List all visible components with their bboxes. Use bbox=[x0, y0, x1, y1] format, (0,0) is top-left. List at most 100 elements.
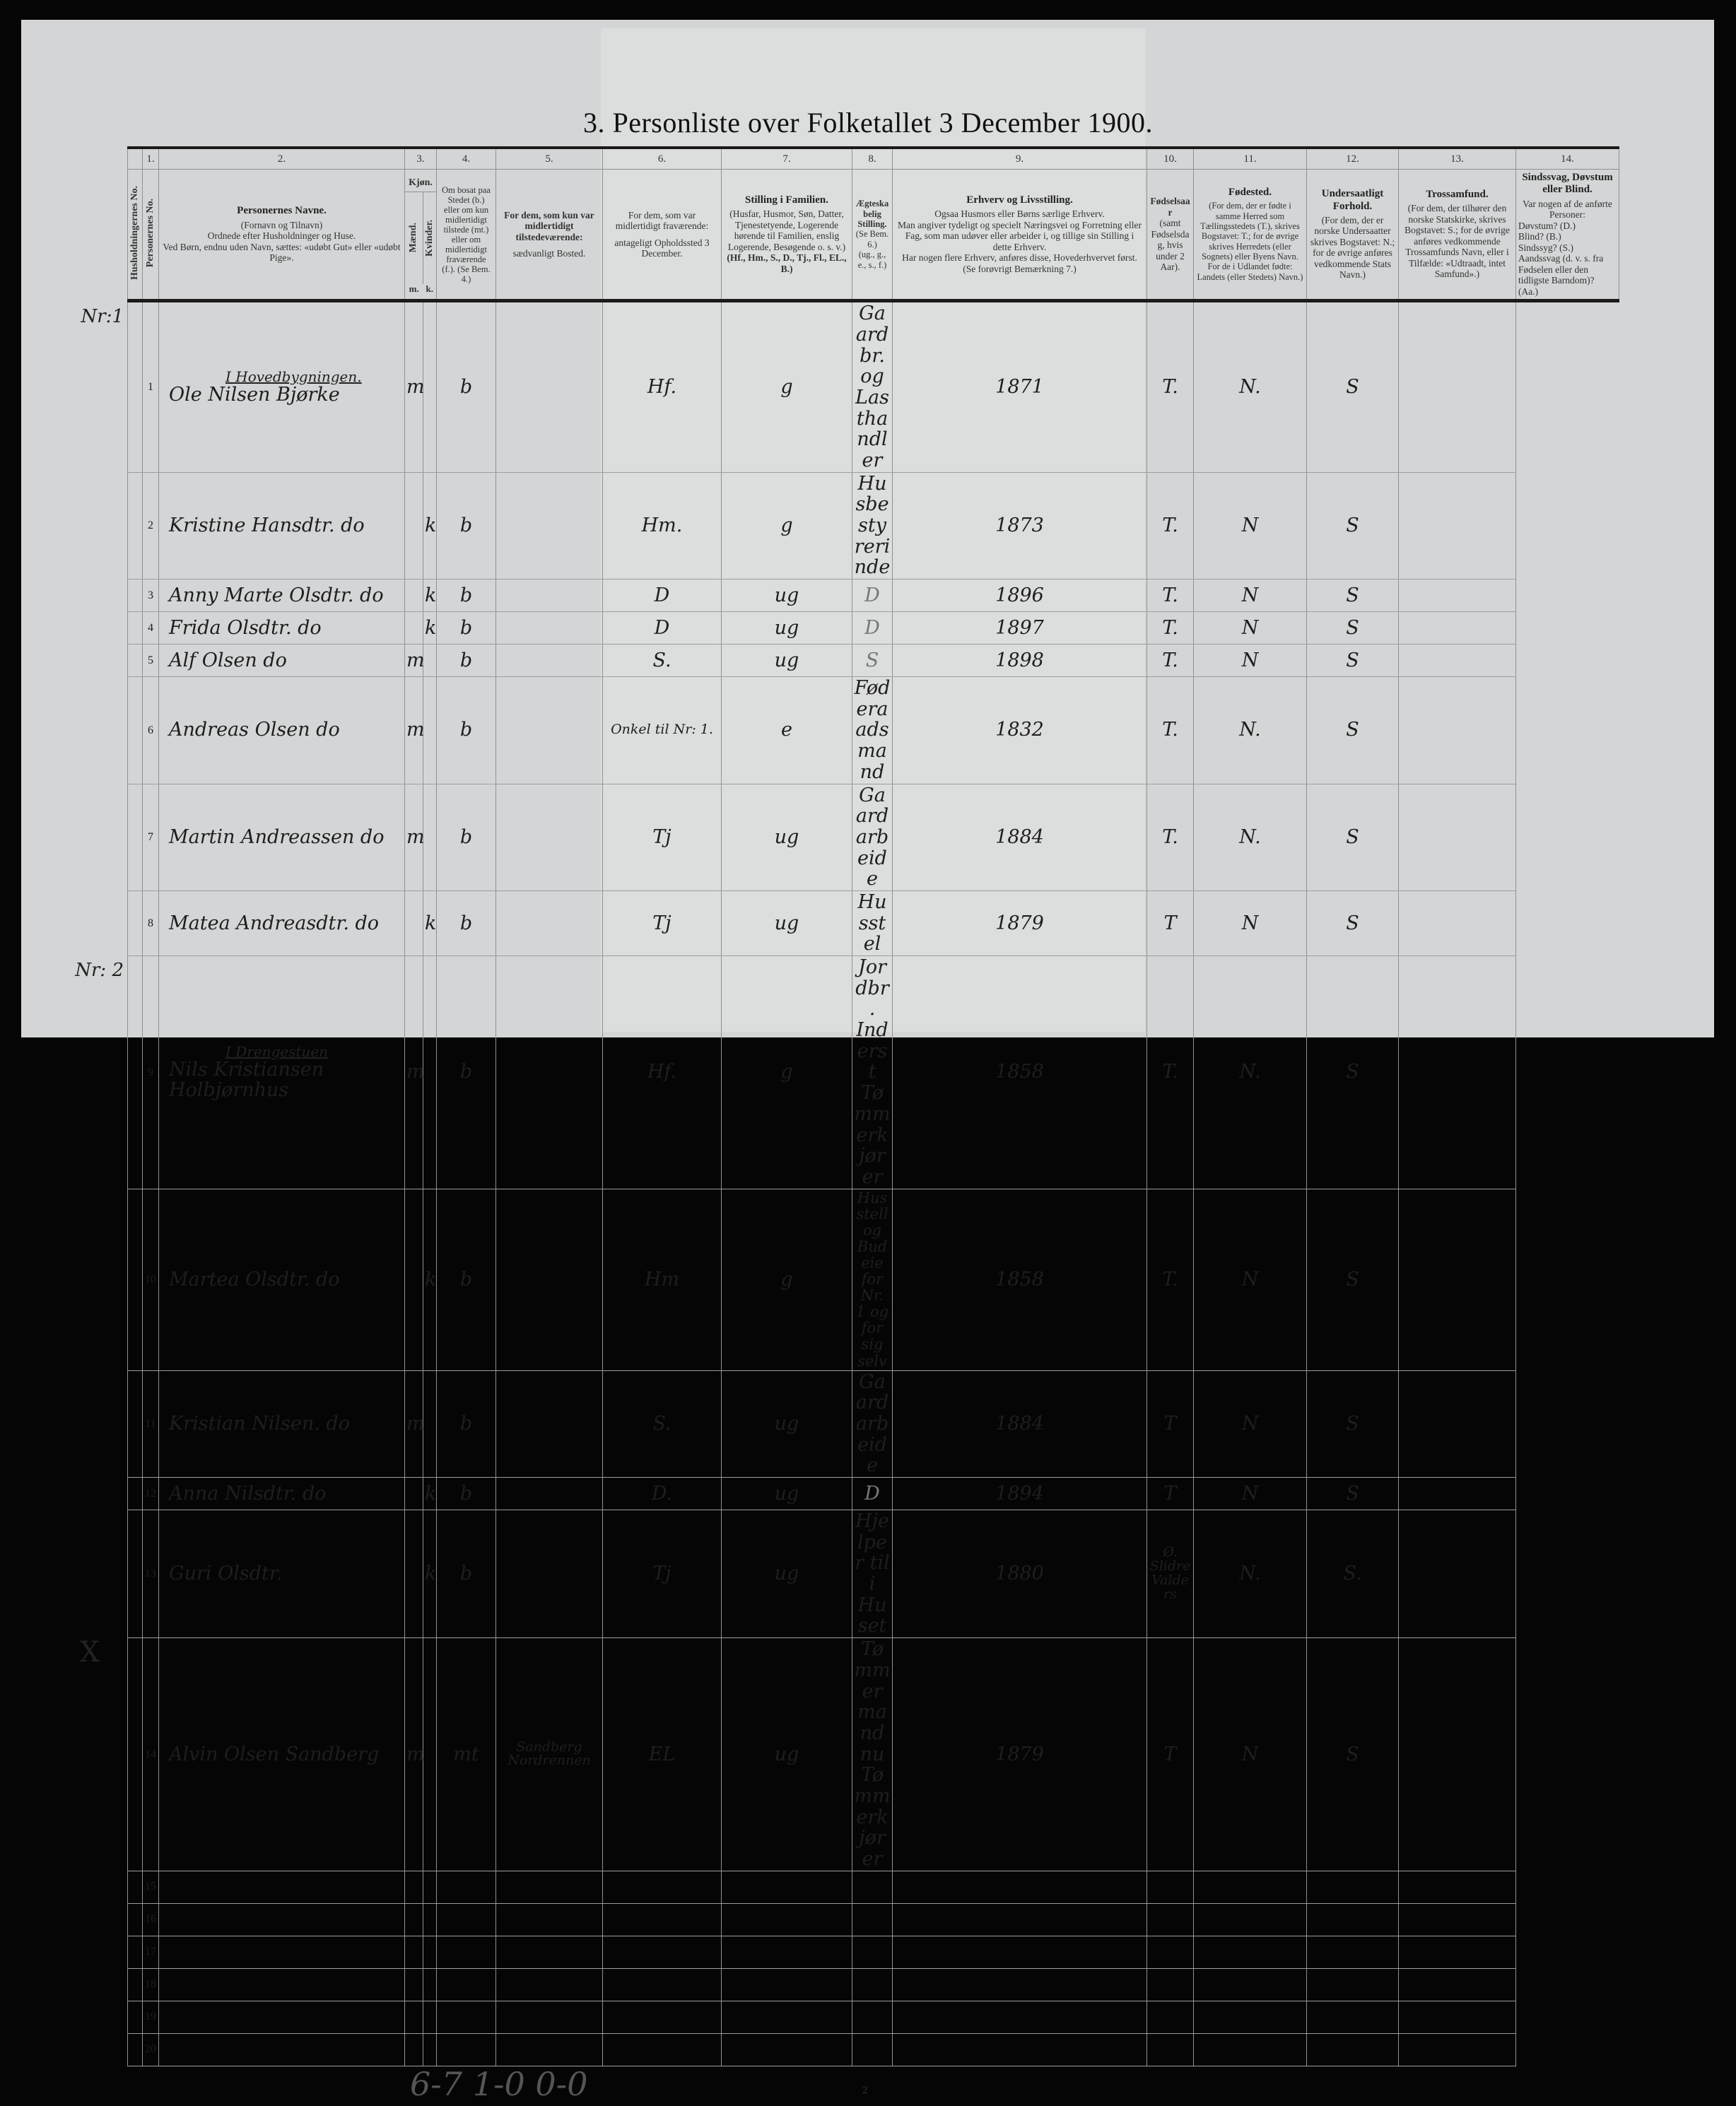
cell-tro: S bbox=[1306, 890, 1399, 957]
cell-m bbox=[404, 472, 423, 580]
header-line: (Se Bem. 6.) bbox=[855, 229, 889, 249]
cell-fodested: Ø. Slidre Valders bbox=[1146, 1510, 1194, 1639]
cell-name bbox=[158, 1871, 405, 1904]
header-line: (For dem, der er fødte i samme Herred so… bbox=[1197, 201, 1303, 282]
cell-stilling bbox=[602, 1871, 722, 1904]
household-cell bbox=[127, 1370, 143, 1478]
col-num-7: 7. bbox=[721, 146, 852, 170]
cell-stilling bbox=[602, 1936, 722, 1969]
cell-sinds bbox=[1398, 955, 1516, 1189]
cell-stilling bbox=[602, 2001, 722, 2034]
cell-tilstede bbox=[495, 472, 603, 580]
person-row: 2 Kristine Hansdtr. do k b Hm. g Husbestyrerin… bbox=[127, 472, 1619, 580]
page-number: 2 bbox=[862, 2084, 868, 2096]
header-birth-year: Fødselsaar (samt Fødselsdag, hvis under … bbox=[1146, 169, 1194, 303]
header-line: Fødselsaar bbox=[1150, 196, 1190, 218]
header-line: sædvanligt Bosted. bbox=[512, 248, 586, 259]
cell-m bbox=[404, 1968, 423, 2001]
cell-undersaat: N bbox=[1193, 1477, 1307, 1511]
cell-bosat bbox=[436, 1968, 496, 2001]
person-name: Guri Olsdtr. bbox=[169, 1563, 283, 1585]
header-marital: Ægteskabelig Stilling. (Se Bem. 6.) (ug.… bbox=[852, 169, 893, 303]
cell-undersaat: N bbox=[1193, 472, 1307, 580]
section-note: I Hovedbygningen. bbox=[225, 368, 362, 386]
household-cell bbox=[127, 1968, 143, 2001]
cell-aar: 1858 bbox=[892, 955, 1147, 1189]
cell-erhverv: Gaardbr. og Lasthandler bbox=[852, 300, 893, 473]
cell-aar bbox=[892, 2033, 1147, 2066]
cell-fodested bbox=[1146, 1936, 1194, 1969]
cell-n: 12 bbox=[142, 1477, 159, 1511]
person-row: 15 bbox=[127, 1871, 1619, 1904]
cell-egt: ug bbox=[721, 1510, 852, 1639]
cell-name bbox=[158, 2033, 405, 2066]
person-name: Nils Kristiansen Holbjørnhus bbox=[169, 1058, 324, 1102]
cell-undersaat: N bbox=[1193, 611, 1307, 645]
cell-sinds bbox=[1398, 890, 1516, 957]
cell-tilstede: Sandberg Nordrennen bbox=[495, 1637, 603, 1871]
cell-k bbox=[423, 1968, 437, 2001]
cell-m bbox=[404, 2033, 423, 2066]
household-number: Nr: 2 bbox=[75, 960, 124, 982]
col-num-4: 4. bbox=[436, 146, 496, 170]
cell-aar: 1879 bbox=[892, 890, 1147, 957]
cell-egt: ug bbox=[721, 611, 852, 645]
header-men: Mænd. bbox=[408, 223, 419, 253]
header-names-title: Personernes Navne. bbox=[237, 205, 327, 217]
cell-tilstede bbox=[495, 2033, 603, 2066]
cell-tilstede bbox=[495, 1189, 603, 1371]
cell-fodested: T. bbox=[1146, 676, 1194, 784]
cell-fodested bbox=[1146, 1871, 1194, 1904]
cell-n: 3 bbox=[142, 579, 159, 613]
cell-erhverv: Hjelper til i Huset bbox=[852, 1510, 893, 1639]
cell-fodested: T. bbox=[1146, 955, 1194, 1189]
household-cell bbox=[127, 784, 143, 891]
person-name: Ole Nilsen Bjørke bbox=[169, 384, 340, 406]
cell-stilling: D. bbox=[602, 1477, 722, 1511]
cell-tro: S bbox=[1306, 1189, 1399, 1371]
household-cell bbox=[127, 611, 143, 645]
cell-erhverv: Tømmermand nu Tømmerkjører bbox=[852, 1637, 893, 1871]
col-num-5: 5. bbox=[495, 146, 603, 170]
cell-aar: 1898 bbox=[892, 644, 1147, 678]
cell-n: 8 bbox=[142, 890, 159, 957]
cell-tilstede bbox=[495, 1903, 603, 1936]
cell-tro: S bbox=[1306, 955, 1399, 1189]
header-citizenship: Undersaatligt Forhold. (For dem, der er … bbox=[1306, 169, 1399, 303]
household-cell: Nr:1 bbox=[81, 300, 143, 473]
cell-egt bbox=[721, 1903, 852, 1936]
cell-tro: S bbox=[1306, 1477, 1399, 1511]
cell-erhverv: D bbox=[852, 1477, 893, 1511]
page-title: 3. Personliste over Folketallet 3 Decemb… bbox=[582, 107, 1154, 139]
person-row: 13 Guri Olsdtr. k b Tj ug Hjelper til i Huset 1… bbox=[127, 1510, 1619, 1639]
cell-tilstede bbox=[495, 784, 603, 891]
cell-n: 7 bbox=[142, 784, 159, 891]
person-row: X 14 Alvin Olsen Sandberg m mt Sandberg Nordr… bbox=[80, 1637, 1619, 1871]
cell-sinds bbox=[1398, 579, 1516, 613]
household-cell bbox=[127, 890, 143, 957]
cell-egt: g bbox=[721, 1189, 852, 1371]
col-num-blank bbox=[127, 146, 143, 170]
cell-fodested: T bbox=[1146, 1637, 1194, 1871]
person-row: 10 Martea Olsdtr. do k b Hm g Husstell og Bude… bbox=[127, 1189, 1619, 1371]
header-line: Døvstum? (D.) bbox=[1518, 220, 1576, 231]
header-sex-title: Kjøn. bbox=[405, 175, 436, 192]
cell-k bbox=[423, 300, 437, 473]
cell-tro: S bbox=[1306, 676, 1399, 784]
household-cell bbox=[127, 2033, 143, 2066]
handwritten-tally: 6-7 1-0 0-0 bbox=[410, 2064, 588, 2103]
cell-egt bbox=[721, 2001, 852, 2034]
cell-egt: ug bbox=[721, 1637, 852, 1871]
cell-egt: ug bbox=[721, 579, 852, 613]
cell-name: Martea Olsdtr. do bbox=[158, 1189, 405, 1371]
cell-bosat: b bbox=[436, 1370, 496, 1478]
cell-n: 17 bbox=[142, 1936, 159, 1969]
cell-m bbox=[404, 1477, 423, 1511]
cell-tilstede bbox=[495, 644, 603, 678]
cell-stilling: S. bbox=[602, 1370, 722, 1478]
col-num-2: 2. bbox=[158, 146, 405, 170]
header-person-no: Personernes No. bbox=[144, 199, 156, 268]
column-header-row: Husholdningernes No. Personernes No. Per… bbox=[127, 169, 1619, 303]
household-cell: X bbox=[80, 1637, 143, 1871]
